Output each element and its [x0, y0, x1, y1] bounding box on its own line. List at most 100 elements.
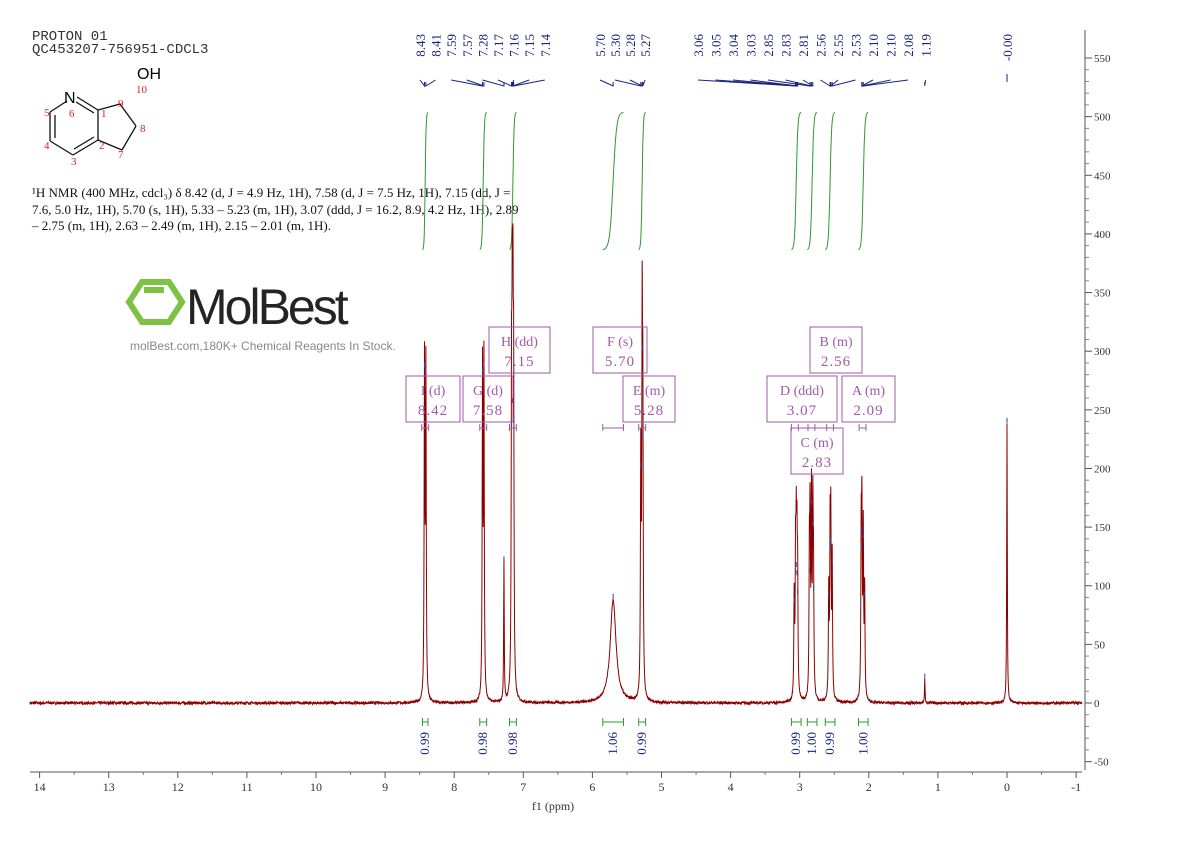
peak-label: 5.70 [593, 34, 608, 57]
multiplet-box-h: H (dd) 7.15 [488, 326, 551, 431]
peak-label: 7.17 [491, 34, 506, 57]
description-line: ¹H NMR (400 MHz, cdcl₃) δ 8.42 (d, J = 4… [32, 185, 511, 200]
peak-label-connector [513, 79, 545, 87]
atom-oh: OH [137, 66, 161, 83]
multiplet-box-d: D (ddd) 3.07 [766, 375, 838, 431]
peak-label: 2.55 [831, 34, 846, 57]
atom-num-7: 7 [118, 149, 124, 161]
watermark-tagline: molBest.com,180K+ Chemical Reagents In S… [130, 339, 396, 353]
atom-num-6: 6 [69, 108, 75, 120]
multiplet-range [508, 424, 517, 431]
watermark-brand: MolBest [186, 279, 349, 335]
peak-label-connector [599, 79, 614, 87]
x-axis-label: f1 (ppm) [532, 799, 574, 813]
multiplet-frame [809, 326, 863, 374]
multiplet-letter: H [501, 335, 515, 350]
multiplet-letter: D [780, 384, 794, 399]
multiplet-type: (d) [487, 384, 504, 399]
y-tick-label: 150 [1094, 522, 1111, 534]
peak-label: 7.28 [475, 34, 490, 57]
y-tick-label: 300 [1094, 346, 1111, 358]
y-tick-label: 400 [1094, 229, 1111, 241]
peak-label: 2.08 [901, 34, 916, 57]
y-tick-label: 100 [1094, 581, 1111, 593]
peak-label-connector [820, 79, 831, 87]
integral-bracket [508, 718, 517, 726]
integral-value: 1.00 [855, 732, 870, 755]
integral-value: 0.99 [417, 732, 432, 755]
multiplet-box-e: E (m) 5.28 [622, 375, 676, 431]
description-line: – 2.75 (m, 1H), 2.63 – 2.49 (m, 1H), 2.1… [32, 218, 331, 233]
multiplet-range [858, 424, 867, 431]
multiplet-title: I (d) [421, 384, 446, 399]
peak-label: 5.28 [623, 34, 638, 57]
peak-label-connector [482, 79, 505, 87]
multiplet-title: F (s) [607, 335, 633, 350]
peak-label-connector [862, 79, 909, 87]
integral-bracket [602, 718, 624, 726]
multiplet-type: (m) [832, 335, 853, 350]
sample-id: QC453207-756951-CDCL3 [32, 42, 209, 58]
x-tick-label: 12 [172, 780, 184, 794]
peak-label: 1.19 [919, 34, 934, 57]
peak-label: 3.03 [744, 34, 759, 57]
molbest-logo-icon [125, 279, 186, 325]
multiplet-letter: G [473, 384, 487, 399]
peak-label-connector [785, 79, 812, 87]
y-tick-label: 200 [1094, 463, 1111, 475]
multiplet-type: (s) [618, 335, 633, 350]
y-tick-label: -50 [1094, 757, 1109, 769]
multiplet-frame [405, 375, 461, 423]
integral-value: 1.06 [605, 732, 620, 755]
x-tick-label: 4 [728, 780, 734, 794]
peak-label-connector [629, 79, 643, 87]
multiplet-range [602, 424, 624, 431]
multiplet-shift: 5.28 [634, 403, 664, 419]
y-tick-label: 50 [1094, 639, 1106, 651]
multiplet-letter: A [852, 384, 865, 399]
integral-value: 1.00 [804, 732, 819, 755]
y-tick-label: 550 [1094, 53, 1111, 65]
multiplet-letter: E [633, 384, 645, 399]
multiplet-title: B (m) [819, 335, 852, 350]
spectrum-header: PROTON 01 QC453207-756951-CDCL3 [32, 30, 209, 58]
multiplet-title: C (m) [800, 436, 833, 451]
atom-num-3: 3 [71, 156, 77, 168]
multiplet-range [638, 424, 647, 431]
multiplet-shift: 2.56 [821, 354, 851, 370]
peak-label-connector [497, 79, 513, 87]
multiplet-letter: F [607, 335, 618, 350]
y-tick-label: 450 [1094, 170, 1111, 182]
multiplet-shift: 5.70 [605, 354, 635, 370]
multiplet-title: D (ddd) [780, 384, 824, 399]
watermark: MolBest molBest.com,180K+ Chemical Reage… [125, 279, 396, 353]
multiplet-letter: C [800, 436, 813, 451]
multiplet-shift: 2.09 [853, 403, 883, 419]
integral-value: 0.98 [475, 732, 490, 755]
multiplet-frame [462, 375, 514, 423]
multiplet-range [807, 424, 816, 431]
peak-label: 8.41 [429, 34, 444, 57]
multiplet-shift: 8.42 [418, 403, 448, 419]
multiplet-shift: 7.58 [473, 403, 503, 419]
atom-num-10: 10 [136, 84, 148, 96]
peak-label: 8.43 [413, 34, 428, 57]
multiplet-type: (m) [813, 436, 834, 451]
peak-label: -0.00 [1000, 34, 1015, 61]
peak-label: 7.14 [538, 34, 553, 57]
peak-label-connector [451, 79, 484, 87]
multiplet-shift: 3.07 [787, 403, 817, 419]
peak-label-connector [642, 79, 646, 87]
peak-label-connector [512, 79, 530, 87]
integral-bracket [857, 718, 869, 726]
x-tick-label: 14 [34, 780, 46, 794]
integral-value: 0.99 [634, 732, 649, 755]
integral-bracket [421, 718, 429, 726]
multiplet-type: (d) [429, 384, 446, 399]
multiplet-frame [790, 427, 844, 475]
peak-label: 2.10 [866, 34, 881, 57]
integral-bracket [790, 718, 802, 726]
description-line: 7.6, 5.0 Hz, 1H), 5.70 (s, 1H), 5.33 – 5… [32, 201, 519, 217]
peak-label-connector [614, 79, 642, 87]
